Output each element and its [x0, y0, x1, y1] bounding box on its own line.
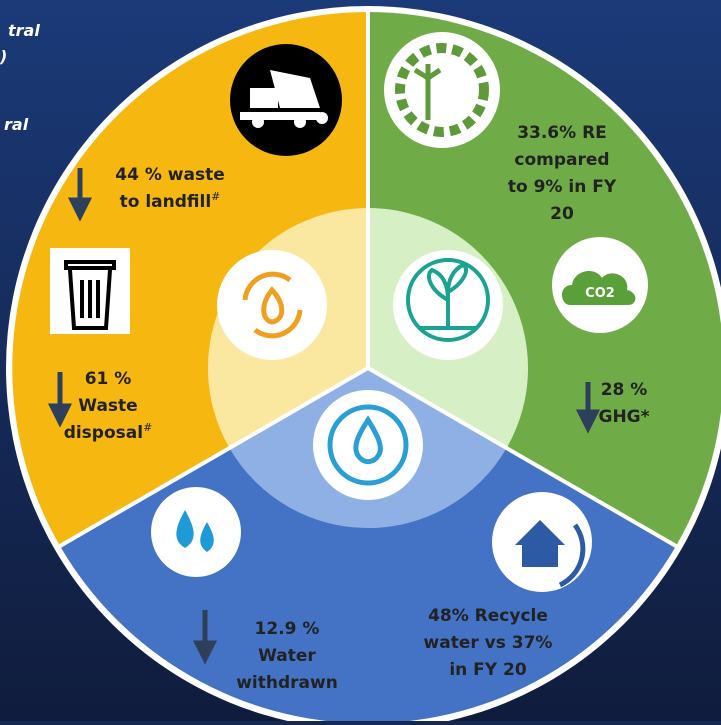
- caption-line: withdrawn: [236, 673, 338, 693]
- footnote-mark: #: [211, 190, 220, 203]
- cycle-icon: [217, 250, 327, 360]
- caption-line: in FY 20: [449, 660, 527, 680]
- caption-line: 12.9 %: [255, 619, 320, 639]
- fragment: ): [0, 47, 7, 66]
- caption-line: 48% Recycle: [428, 606, 548, 626]
- caption-line: GHG*: [598, 407, 649, 427]
- page: {"header":{"fragments":["tral",")","ral"…: [0, 0, 721, 721]
- infographic: tral ) ral CO2: [0, 0, 721, 721]
- caption-line: to 9% in FY: [508, 177, 617, 197]
- caption-line: Waste: [78, 396, 137, 416]
- caption-line: 20: [550, 204, 574, 224]
- footnote-mark: #: [143, 421, 152, 434]
- caption-line: 44 % waste: [115, 165, 224, 185]
- caption-line: 33.6% RE: [517, 123, 607, 143]
- caption-line: to landfill: [120, 192, 212, 212]
- caption-line: 61 %: [85, 369, 132, 389]
- caption-line: water vs 37%: [424, 633, 553, 653]
- co2-label: CO2: [585, 286, 615, 301]
- caption-line: compared: [514, 150, 609, 170]
- drops-icon: [151, 487, 241, 577]
- caption-line: Water: [258, 646, 316, 666]
- fragment: tral: [8, 21, 40, 40]
- caption-line: disposal: [64, 423, 143, 443]
- caption-line: 28 %: [601, 380, 648, 400]
- fragment: ral: [4, 115, 29, 134]
